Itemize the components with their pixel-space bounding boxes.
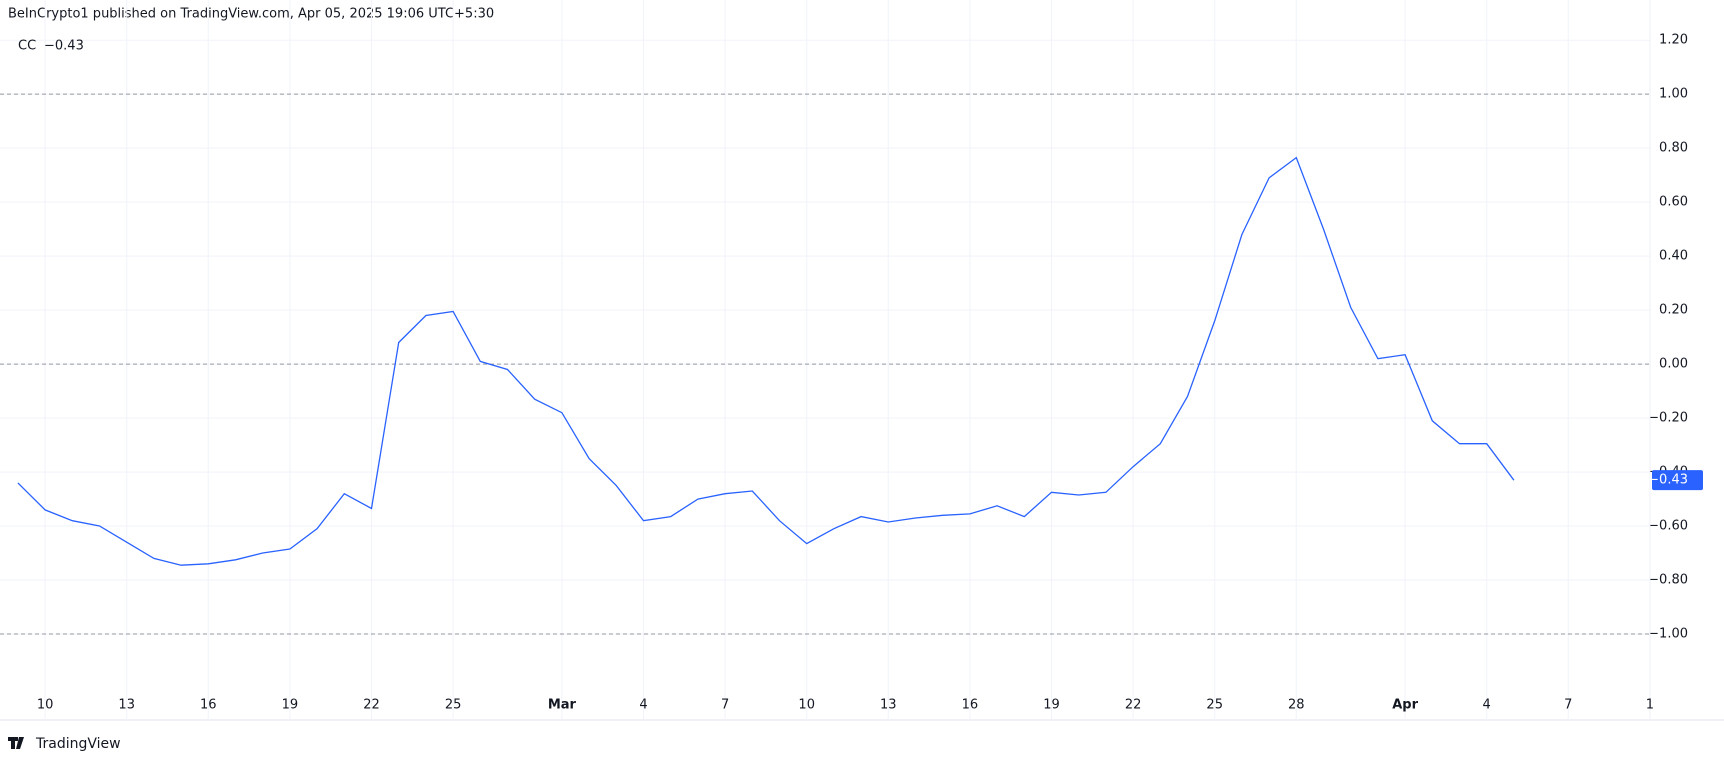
x-tick-label: Apr: [1392, 698, 1418, 713]
logo: [8, 737, 24, 749]
x-tick-label: 7: [1564, 698, 1572, 713]
last-value-badge: [1652, 470, 1703, 491]
last-value-label: −0.43: [1648, 473, 1688, 488]
header: BeInCrypto1 published on TradingView.com…: [8, 7, 494, 22]
y-tick-label: −0.60: [1648, 519, 1688, 534]
y-tick-label: −0.80: [1648, 573, 1688, 588]
x-tick-label: 25: [1206, 698, 1223, 713]
x-tick-label: 10: [37, 698, 54, 713]
x-tick-label: 19: [1043, 698, 1060, 713]
x-tick-label: 22: [1125, 698, 1142, 713]
x-tick-label: 4: [1483, 698, 1491, 713]
footer: TradingView: [35, 736, 121, 752]
y-tick-label: 0.80: [1659, 141, 1688, 156]
x-tick-label: 7: [721, 698, 729, 713]
legend-name: CC: [18, 39, 36, 54]
y-tick-label: 1.00: [1659, 87, 1688, 102]
x-tick-label: 10: [798, 698, 815, 713]
y-tick-label: 0.60: [1659, 195, 1688, 210]
x-tick-label: Mar: [548, 698, 577, 713]
x-tick-label: 25: [445, 698, 462, 713]
x-tick-label: 22: [363, 698, 380, 713]
y-tick-label: 0.40: [1659, 249, 1688, 264]
x-tick-label: 16: [200, 698, 217, 713]
y-tick-label: 1.20: [1659, 33, 1688, 48]
x-tick-label: 13: [118, 698, 135, 713]
y-tick-label: −1.00: [1648, 627, 1688, 642]
x-tick-label: 4: [639, 698, 647, 713]
x-tick-label: 13: [880, 698, 897, 713]
data-line: [17, 156, 1515, 566]
x-tick-label: 28: [1288, 698, 1305, 713]
y-tick-label: 0.00: [1659, 357, 1688, 372]
x-tick-label: 19: [282, 698, 299, 713]
x-tick-label: 16: [962, 698, 979, 713]
legend-value: −0.43: [44, 39, 84, 54]
y-tick-label: 0.20: [1659, 303, 1688, 318]
x-tick-label: 1: [1646, 698, 1654, 713]
y-tick-label: −0.20: [1648, 411, 1688, 426]
